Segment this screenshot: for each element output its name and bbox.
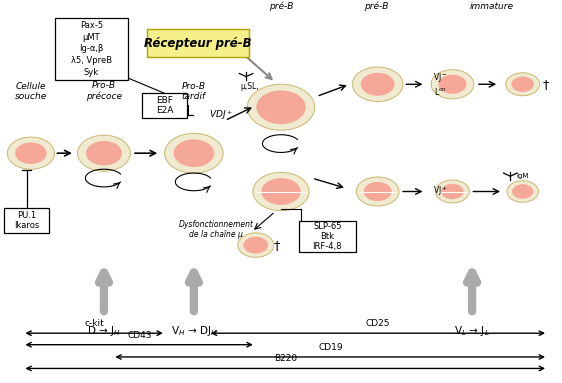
FancyBboxPatch shape	[142, 93, 187, 118]
Text: CD43: CD43	[127, 331, 152, 340]
Circle shape	[15, 142, 47, 164]
Circle shape	[441, 184, 464, 199]
Circle shape	[364, 182, 392, 201]
Circle shape	[243, 237, 268, 254]
Circle shape	[165, 133, 223, 173]
Text: CD19: CD19	[318, 343, 343, 352]
Text: †: †	[273, 239, 280, 252]
Circle shape	[256, 90, 306, 124]
Text: SLP-65
Btk
IRF-4,8: SLP-65 Btk IRF-4,8	[312, 222, 342, 251]
Circle shape	[506, 73, 540, 96]
Text: c-kit: c-kit	[84, 319, 105, 328]
Text: †: †	[543, 78, 550, 91]
Circle shape	[356, 177, 399, 206]
Text: VDJ$^+$: VDJ$^+$	[209, 108, 233, 122]
Circle shape	[78, 135, 130, 171]
Circle shape	[438, 75, 466, 94]
Text: Pax-5
μMT
Ig-α,β
λ5, VpreB
Syk: Pax-5 μMT Ig-α,β λ5, VpreB Syk	[71, 21, 112, 77]
Circle shape	[361, 73, 395, 96]
Circle shape	[507, 181, 538, 202]
Circle shape	[238, 233, 274, 257]
Circle shape	[261, 178, 301, 205]
Circle shape	[436, 180, 469, 203]
FancyBboxPatch shape	[299, 221, 356, 252]
Text: B220: B220	[274, 355, 297, 363]
Text: Pro-B
précoce: Pro-B précoce	[86, 82, 122, 101]
FancyBboxPatch shape	[147, 29, 249, 57]
Circle shape	[512, 184, 533, 199]
Text: CD25: CD25	[365, 319, 390, 328]
Text: VJ$^+$: VJ$^+$	[433, 185, 447, 198]
Text: V$_H$ → DJ$_H$: V$_H$ → DJ$_H$	[170, 324, 217, 338]
Text: Petite
pré-B: Petite pré-B	[364, 0, 389, 11]
Circle shape	[7, 137, 55, 169]
Text: Grande
pré-B: Grande pré-B	[264, 0, 298, 11]
Text: PU.1
Ikaros: PU.1 Ikaros	[14, 211, 39, 230]
Circle shape	[86, 141, 122, 165]
Text: Cellule
souche: Cellule souche	[15, 82, 47, 101]
Text: VJ$^-$
L$^{on}$: VJ$^-$ L$^{on}$	[433, 71, 447, 97]
Text: IgM: IgM	[516, 173, 528, 179]
Text: V$_L$ → J$_L$: V$_L$ → J$_L$	[454, 324, 490, 338]
Circle shape	[253, 172, 309, 211]
Circle shape	[352, 67, 403, 101]
Circle shape	[247, 84, 315, 130]
Circle shape	[174, 139, 214, 167]
Text: Cellule B
immature: Cellule B immature	[470, 0, 514, 11]
Text: Dysfonctionnement
de la chaîne μ: Dysfonctionnement de la chaîne μ	[179, 220, 254, 239]
FancyBboxPatch shape	[4, 208, 49, 233]
Text: D → J$_H$: D → J$_H$	[87, 324, 121, 338]
Text: Récepteur pré-B: Récepteur pré-B	[144, 37, 252, 49]
Circle shape	[511, 77, 534, 92]
Text: EBF
E2A: EBF E2A	[156, 96, 173, 115]
Text: Pro-B
tardif: Pro-B tardif	[182, 82, 206, 101]
FancyBboxPatch shape	[55, 18, 128, 80]
Circle shape	[431, 70, 474, 99]
Text: μ,SL,: μ,SL,	[241, 82, 259, 91]
